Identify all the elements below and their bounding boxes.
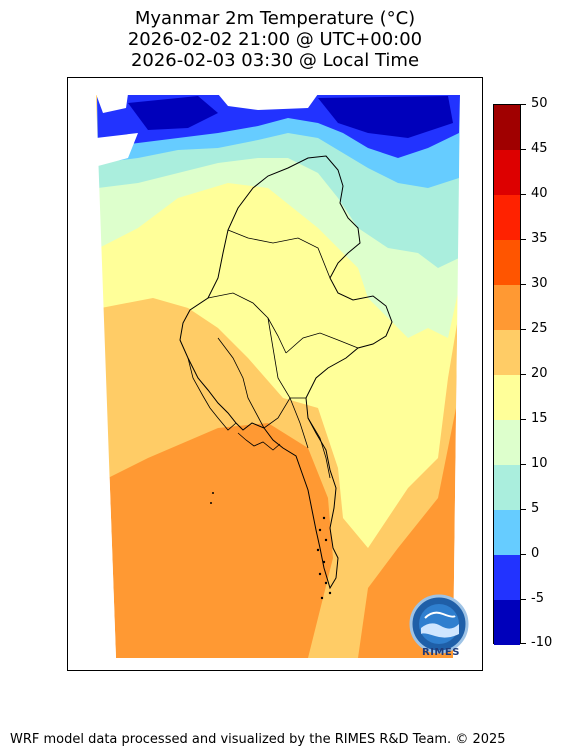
cb-tick (521, 239, 526, 240)
cb-tick (521, 643, 526, 644)
cb-tick (521, 149, 526, 150)
cb-seg-minus10-minus5 (494, 600, 520, 645)
state-border-kayin (307, 417, 331, 479)
state-border-bago (263, 397, 309, 449)
state-border-sagaing (207, 292, 287, 354)
cb-label-minus10: -10 (531, 635, 553, 650)
state-border-shan (285, 332, 359, 354)
cb-seg-30-35 (494, 240, 520, 285)
no-data-gap-3 (96, 133, 138, 166)
title-line-2: 2026-02-02 21:00 @ UTC+00:00 (127, 29, 423, 50)
cb-label-minus5: -5 (531, 591, 544, 606)
outside-left (68, 78, 116, 670)
cb-tick (521, 599, 526, 600)
no-data-gap-1 (96, 94, 128, 113)
cb-label-40: 40 (531, 186, 548, 201)
cb-label-15: 15 (531, 411, 548, 426)
zone-minus10-minus5 (128, 96, 218, 130)
temperature-map (68, 78, 482, 670)
cb-seg-45-50 (494, 105, 520, 150)
map-title: Myanmar 2m Temperature (°C) 2026-02-02 2… (0, 8, 550, 71)
cb-seg-0-5 (494, 510, 520, 555)
cb-tick (521, 374, 526, 375)
mergui-archipelago (210, 492, 332, 600)
cb-label-30: 30 (531, 276, 548, 291)
cb-tick (521, 419, 526, 420)
rimes-globe-logo (409, 594, 469, 654)
cb-label-20: 20 (531, 366, 548, 381)
map-panel (67, 77, 483, 671)
cb-seg-minus5-0 (494, 555, 520, 600)
cb-label-25: 25 (531, 321, 548, 336)
myanmar-border (179, 155, 393, 590)
title-line-3: 2026-02-03 03:30 @ Local Time (130, 50, 420, 71)
no-data-gap-2 (218, 94, 318, 110)
cb-seg-20-25 (494, 330, 520, 375)
cb-seg-15-20 (494, 375, 520, 420)
cb-seg-25-30 (494, 285, 520, 330)
outside-bottom (68, 659, 482, 670)
cb-tick (521, 509, 526, 510)
outside-right (453, 78, 482, 670)
cb-tick (521, 284, 526, 285)
zone-minus10-minus5-east (318, 96, 453, 138)
cb-tick (521, 104, 526, 105)
title-line-1: Myanmar 2m Temperature (°C) (134, 8, 416, 29)
cb-label-50: 50 (531, 96, 548, 111)
cb-tick (521, 329, 526, 330)
cb-tick (521, 194, 526, 195)
state-border-kachin (227, 229, 331, 279)
cb-label-35: 35 (531, 231, 548, 246)
irrawaddy-delta (237, 432, 281, 451)
cb-tick (521, 464, 526, 465)
rimes-logo-text: RIMES (422, 647, 460, 658)
cb-seg-10-15 (494, 420, 520, 465)
state-border-magway (217, 337, 265, 429)
cb-label-5: 5 (531, 501, 540, 516)
cb-seg-5-10 (494, 465, 520, 510)
cb-label-10: 10 (531, 456, 548, 471)
rakhine-coast (187, 357, 237, 431)
cb-label-45: 45 (531, 141, 548, 156)
cb-tick (521, 554, 526, 555)
cb-seg-40-45 (494, 150, 520, 195)
cb-seg-35-40 (494, 195, 520, 240)
state-border-mandalay (267, 317, 306, 399)
footer-credit: WRF model data processed and visualized … (10, 732, 506, 747)
colorbar (493, 104, 521, 645)
cb-label-0: 0 (531, 546, 540, 561)
outside-top (68, 78, 482, 94)
